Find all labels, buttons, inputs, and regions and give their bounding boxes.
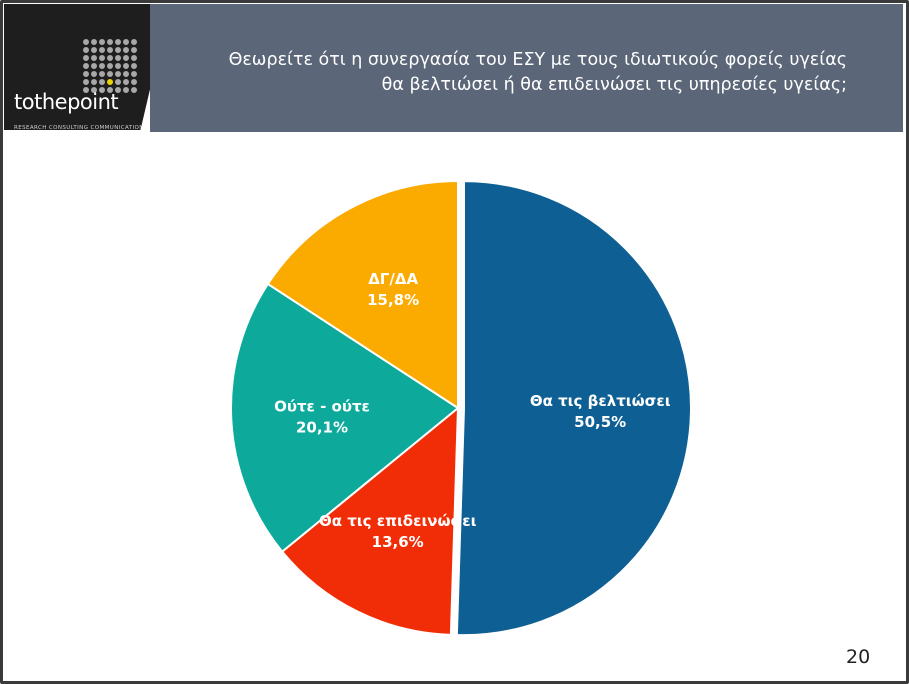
title-band: Θεωρείτε ότι η συνεργασία του ΕΣΥ με του… (150, 4, 903, 132)
pie-slice-0 (455, 180, 692, 637)
pie-slices (230, 179, 692, 637)
pie-labels: Θα τις βελτιώσει 50,5% Θα τις επιδεινώσει 1… (274, 270, 671, 551)
header: tothepoint RESEARCH CONSULTING COMMUNICA… (0, 0, 909, 134)
pie-slice-3 (266, 179, 459, 410)
pie-slice-label-2: Ούτε - ούτε (274, 397, 370, 415)
logo-dot-grid-icon (82, 38, 138, 94)
pie-slice-label-1: Θα τις επιδεινώσει (319, 512, 477, 530)
pie-slice-value-1: 13,6% (372, 533, 424, 551)
pie-slice-value-3: 15,8% (367, 291, 419, 309)
pie-slice-label-0: Θα τις βελτιώσει (530, 392, 671, 410)
logo-wordmark: tothepoint (14, 90, 119, 114)
pie-slice-label-3: ΔΓ/ΔΑ (368, 270, 418, 288)
pie-slice-value-0: 50,5% (574, 413, 626, 431)
logo-tagline: RESEARCH CONSULTING COMMUNICATION (14, 125, 144, 131)
slide-title: Θεωρείτε ότι η συνεργασία του ΕΣΥ με του… (228, 50, 847, 95)
pie-slice-2 (230, 282, 460, 554)
pie-slice-1 (280, 405, 460, 636)
pie-slice-value-2: 20,1% (296, 418, 348, 436)
company-logo: tothepoint RESEARCH CONSULTING COMMUNICA… (4, 4, 174, 131)
page-number: 20 (846, 646, 871, 668)
